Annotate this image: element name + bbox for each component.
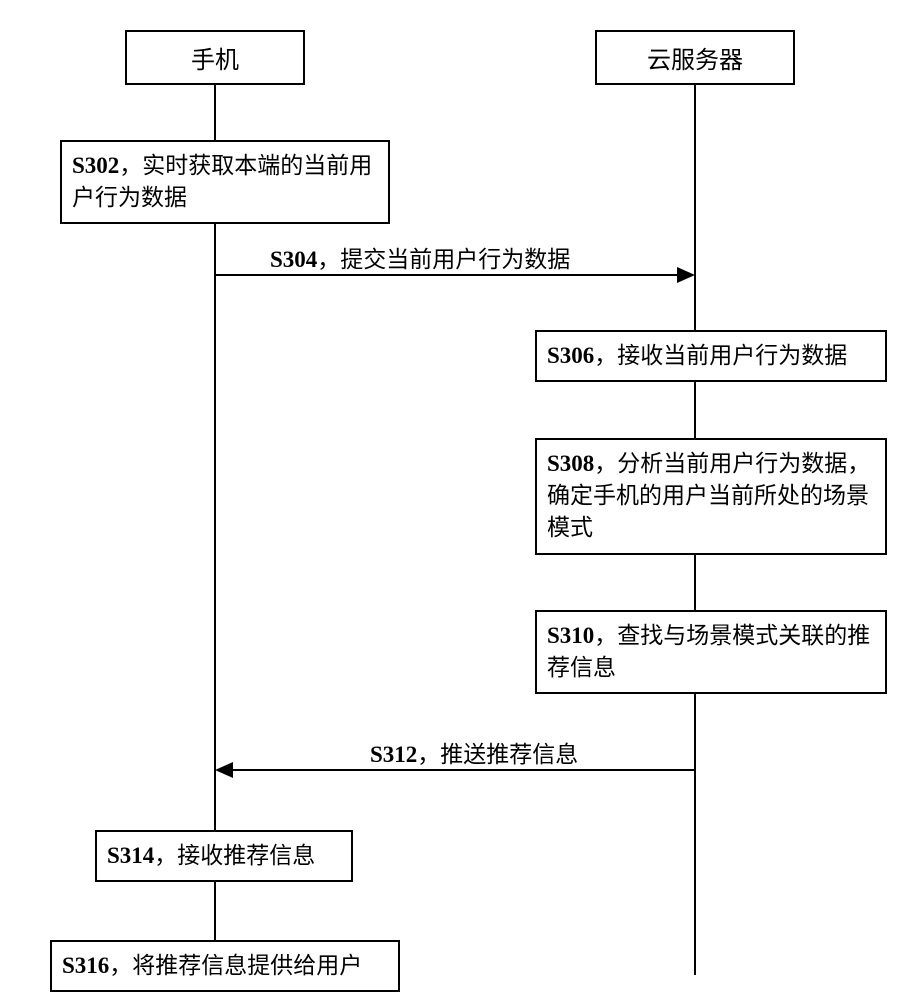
step-s302: S302，实时获取本端的当前用 户行为数据 <box>60 140 390 224</box>
msg-s312-line <box>230 769 695 771</box>
step-s306-text: 接收当前用户行为数据 <box>617 343 847 368</box>
step-s310-text1: 查找与场景模式关联的推 <box>617 623 870 648</box>
actor-server-header: 云服务器 <box>595 30 795 85</box>
msg-s304-arrow <box>677 267 695 283</box>
msg-s312-id: S312 <box>370 742 417 767</box>
msg-s312-label: S312，推送推荐信息 <box>370 735 578 769</box>
step-s308-id: S308 <box>547 451 594 476</box>
step-s306: S306，接收当前用户行为数据 <box>535 330 887 382</box>
msg-s304-label: S304，提交当前用户行为数据 <box>270 240 570 274</box>
step-s314: S314，接收推荐信息 <box>95 830 353 882</box>
step-s316-id: S316 <box>62 953 109 978</box>
step-s310-text2: 荐信息 <box>547 655 616 680</box>
actor-server-label: 云服务器 <box>647 40 743 75</box>
step-s308-text3: 模式 <box>547 515 593 540</box>
actor-phone-label: 手机 <box>191 40 239 75</box>
step-s302-id: S302 <box>72 153 119 178</box>
step-s316: S316，将推荐信息提供给用户 <box>50 940 400 992</box>
step-s302-text1: 实时获取本端的当前用 <box>142 153 372 178</box>
step-s314-id: S314 <box>107 843 154 868</box>
step-s306-id: S306 <box>547 343 594 368</box>
msg-s312-arrow <box>215 762 233 778</box>
step-s308: S308，分析当前用户行为数据， 确定手机的用户当前所处的场景 模式 <box>535 438 887 555</box>
step-s308-text2: 确定手机的用户当前所处的场景 <box>547 483 869 508</box>
actor-phone-header: 手机 <box>125 30 305 85</box>
step-s310-id: S310 <box>547 623 594 648</box>
sequence-diagram: 手机 云服务器 S302，实时获取本端的当前用 户行为数据 S304，提交当前用… <box>0 0 910 1000</box>
msg-s312-text: 推送推荐信息 <box>440 742 578 767</box>
step-s316-text: 将推荐信息提供给用户 <box>132 953 362 978</box>
step-s308-text1: 分析当前用户行为数据， <box>617 451 870 476</box>
step-s310: S310，查找与场景模式关联的推 荐信息 <box>535 610 887 694</box>
msg-s304-line <box>215 274 680 276</box>
msg-s304-id: S304 <box>270 247 317 272</box>
msg-s304-text: 提交当前用户行为数据 <box>340 247 570 272</box>
step-s314-text: 接收推荐信息 <box>177 843 315 868</box>
step-s302-text2: 户行为数据 <box>72 185 187 210</box>
